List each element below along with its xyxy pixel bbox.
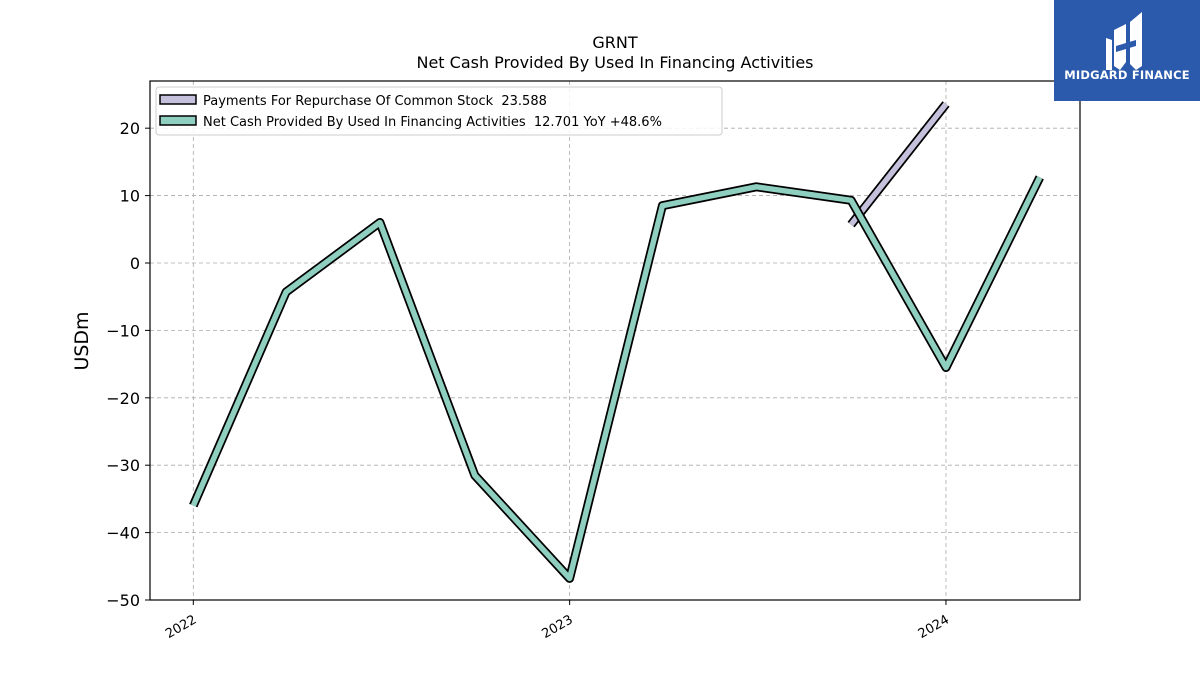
- series-layer: [189, 101, 1044, 583]
- series-0-line: [848, 102, 949, 227]
- legend-label-financing: Net Cash Provided By Used In Financing A…: [203, 115, 662, 130]
- chart-subtitle: Net Cash Provided By Used In Financing A…: [416, 53, 813, 72]
- y-tick-label: −20: [106, 389, 140, 408]
- plot-frame: [149, 80, 1081, 601]
- series-1-line: [190, 176, 1043, 582]
- y-tick-label: −10: [106, 321, 140, 340]
- series-1-outline: [189, 175, 1044, 583]
- y-axis-label: USDm: [71, 311, 93, 370]
- legend-swatch-financing: [159, 115, 197, 126]
- y-tick-label: 10: [120, 187, 140, 206]
- grid: [150, 81, 1080, 601]
- y-tick-label: −50: [106, 591, 140, 610]
- legend: Payments For Repurchase Of Common Stock …: [155, 86, 723, 136]
- logo-mark-icon: [1054, 0, 1200, 101]
- y-tick-label: 20: [120, 119, 140, 138]
- y-tick-label: 0: [130, 254, 140, 273]
- x-tick-label: 2022: [163, 612, 199, 642]
- y-tick-label: −40: [106, 524, 140, 543]
- legend-swatch-repurchase: [159, 94, 197, 105]
- brand-logo: MIDGARD FINANCE: [1054, 0, 1200, 101]
- x-tick-label: 2024: [916, 612, 952, 642]
- y-tick-label: −30: [106, 456, 140, 475]
- x-tick-label: 2023: [539, 612, 575, 642]
- chart-title: GRNT: [592, 33, 637, 52]
- logo-text: MIDGARD FINANCE: [1064, 68, 1190, 82]
- legend-frame: [155, 86, 723, 136]
- legend-label-repurchase: Payments For Repurchase Of Common Stock …: [203, 94, 547, 109]
